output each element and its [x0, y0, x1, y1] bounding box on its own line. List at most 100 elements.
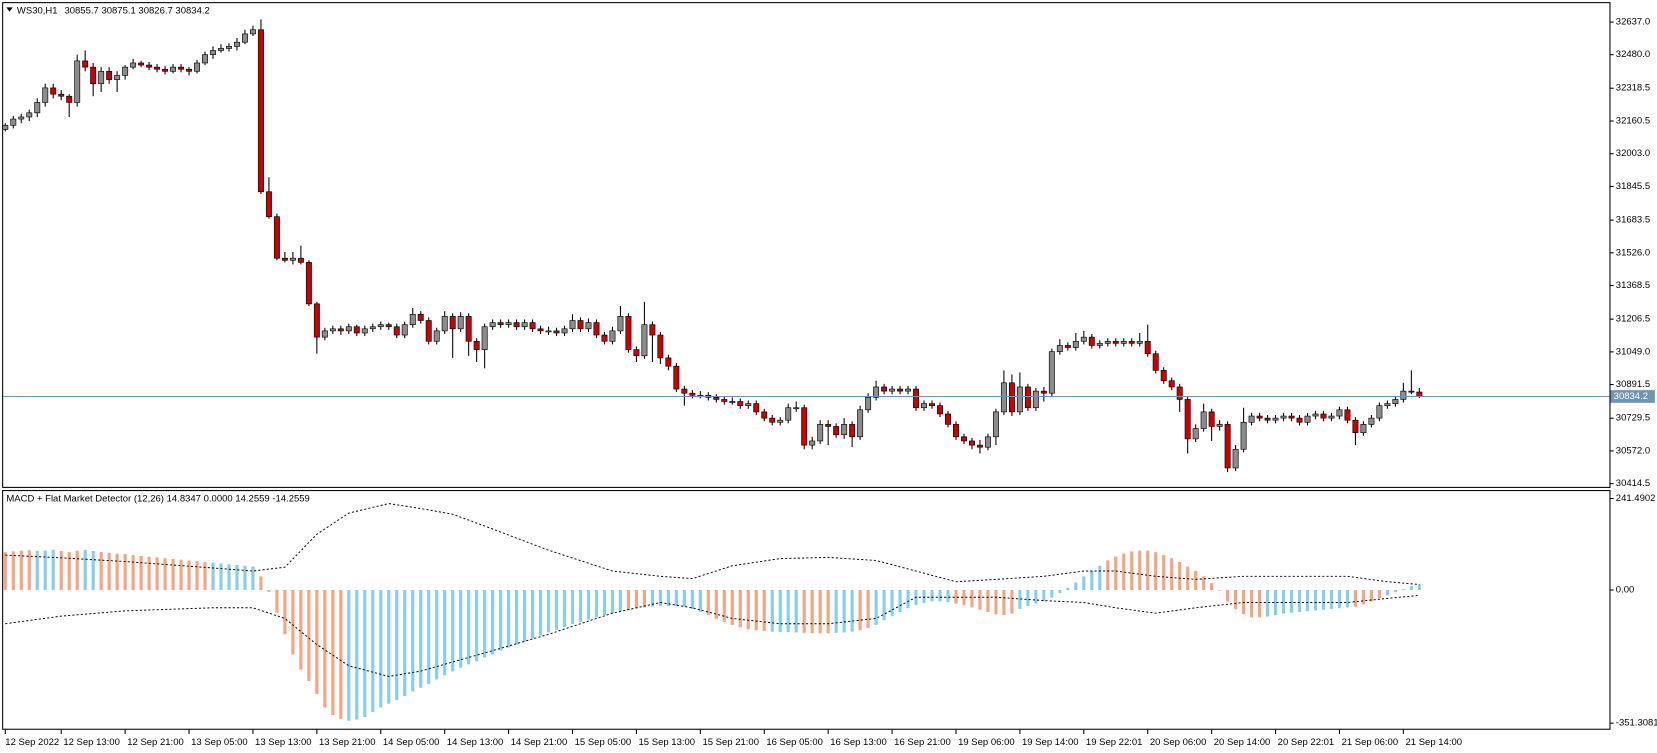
histogram-bar — [3, 552, 7, 591]
candle-body — [1336, 409, 1343, 417]
candle-body — [1200, 411, 1207, 429]
histogram-bar — [1321, 590, 1326, 610]
histogram-bar — [1385, 590, 1389, 596]
candle-body — [353, 326, 360, 334]
candle-body — [10, 118, 17, 126]
candle-body — [825, 424, 832, 427]
histogram-bar — [770, 590, 774, 632]
collapse-icon[interactable] — [6, 7, 13, 12]
x-tick-label: 19 Sep 06:00 — [958, 737, 1015, 748]
candle-body — [729, 401, 736, 403]
candle-body — [130, 62, 137, 68]
candle-body — [321, 330, 328, 338]
histogram-bar — [1122, 553, 1126, 591]
histogram-bar — [1297, 590, 1302, 612]
candle-body — [289, 257, 296, 261]
candle-body — [817, 424, 824, 442]
candle-body — [1280, 415, 1287, 419]
x-tick-label: 16 Sep 05:00 — [766, 737, 823, 748]
candle-body — [777, 419, 784, 423]
y-tick-label: 32003.0 — [1616, 148, 1650, 159]
candle-body — [1240, 421, 1247, 450]
candle-body — [58, 93, 65, 97]
histogram-bar — [515, 590, 519, 645]
candle-body — [1120, 340, 1127, 344]
candle-body — [50, 87, 57, 95]
candle-body — [401, 324, 408, 336]
histogram-bar — [1281, 590, 1286, 614]
x-tick-label: 20 Sep 06:00 — [1150, 737, 1207, 748]
histogram-bar — [746, 590, 750, 630]
histogram-bar — [395, 590, 399, 700]
candle-body — [1392, 399, 1399, 404]
candle-body — [721, 399, 728, 402]
histogram-bar — [155, 557, 159, 591]
histogram-bar — [147, 556, 151, 591]
histogram-bar — [91, 550, 95, 591]
price-pane-frame — [2, 2, 1611, 488]
histogram-bar — [1018, 590, 1022, 609]
candle-body — [953, 424, 959, 438]
candle-body — [1104, 340, 1111, 344]
histogram-bar — [499, 590, 503, 651]
candle-body — [593, 322, 600, 336]
histogram-bar — [858, 590, 862, 631]
candle-body — [1008, 382, 1015, 413]
symbol: WS30,H1 — [17, 5, 58, 16]
candle-body — [210, 50, 216, 55]
candle-body — [1112, 340, 1119, 344]
histogram-bar — [1265, 590, 1270, 617]
x-tick-label: 14 Sep 13:00 — [447, 737, 504, 748]
histogram-bar — [1289, 590, 1294, 613]
histogram-bar — [59, 550, 63, 591]
histogram-bar — [347, 590, 351, 721]
histogram-bar — [754, 590, 758, 631]
signal-value: 0.0000 — [204, 493, 233, 504]
candle-body — [66, 95, 73, 103]
candle-body — [1016, 386, 1023, 413]
histogram-bar — [1194, 571, 1198, 591]
histogram-bar — [235, 564, 239, 591]
histogram-value: 14.8347 — [167, 493, 201, 504]
macd-header: MACD + Flat Market Detector (12,26) 14.8… — [6, 493, 310, 504]
candle-body — [1304, 415, 1311, 423]
price-header: WS30,H1 30855.7 30875.1 30826.7 30834.2 — [17, 5, 210, 16]
candle-body — [265, 191, 272, 217]
candle-body — [905, 388, 912, 392]
candle-body — [945, 413, 951, 425]
histogram-bar — [874, 590, 878, 625]
histogram-bar — [690, 590, 694, 609]
histogram-bar — [483, 590, 487, 658]
candle-body — [657, 334, 664, 359]
candle-body — [1376, 405, 1383, 419]
histogram-bar — [371, 590, 375, 713]
histogram-bar — [435, 590, 439, 680]
y-tick-label: 32160.5 — [1616, 116, 1650, 127]
y-tick-label: 31206.5 — [1616, 314, 1650, 325]
high-value: 30875.1 — [101, 5, 135, 16]
y-tick-label: 30891.5 — [1616, 379, 1650, 390]
candle-body — [1232, 448, 1239, 469]
candle-body — [361, 328, 368, 334]
histogram-bar — [1114, 556, 1118, 591]
y-tick-label: 31368.5 — [1616, 280, 1650, 291]
candle-body — [849, 424, 856, 438]
y-tick-label: 31683.5 — [1616, 215, 1650, 226]
histogram-bar — [379, 590, 383, 708]
histogram-bar — [1249, 590, 1254, 618]
histogram-bar — [626, 590, 631, 610]
candle-body — [577, 320, 584, 330]
histogram-bar — [666, 590, 670, 606]
x-tick-label: 12 Sep 13:00 — [63, 737, 120, 748]
histogram-bar — [1090, 571, 1094, 591]
histogram-bar — [1329, 590, 1334, 609]
candle-body — [234, 41, 240, 47]
y-tick-label: 31526.0 — [1616, 247, 1650, 258]
histogram-bar — [1393, 590, 1397, 593]
histogram-bar — [730, 590, 734, 625]
candle-body — [873, 386, 880, 398]
y-tick-label: 0.00 — [1616, 585, 1635, 596]
candle-body — [114, 75, 121, 80]
candle-body — [106, 70, 113, 80]
